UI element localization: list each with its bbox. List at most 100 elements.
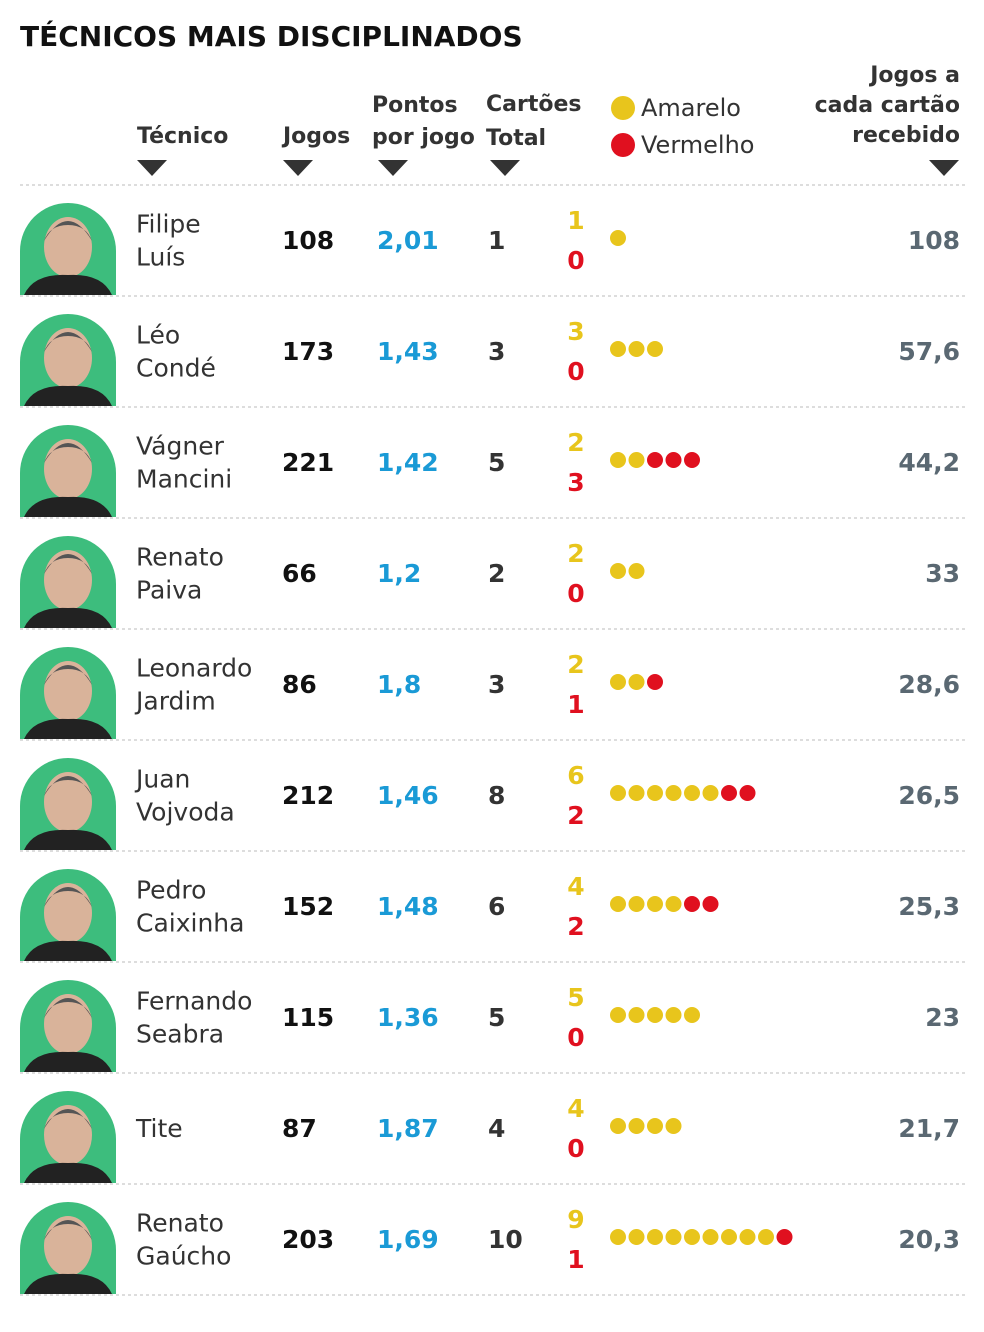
yellow-dot xyxy=(665,1229,682,1245)
points-per-game: 1,69 xyxy=(377,1225,439,1254)
games: 86 xyxy=(282,670,317,699)
games: 108 xyxy=(282,226,334,255)
points-per-game: 1,42 xyxy=(377,448,439,477)
games-per-card: 26,5 xyxy=(898,781,960,810)
yellow-dot xyxy=(610,1007,626,1023)
header-label: Total xyxy=(486,126,546,151)
games-per-card: 28,6 xyxy=(898,670,960,699)
coach-name: Vágner xyxy=(136,432,225,461)
yellow-dot xyxy=(702,785,719,801)
yellow-dot xyxy=(665,1118,682,1134)
sort-arrow xyxy=(283,160,313,176)
photo-face xyxy=(44,1216,92,1276)
legend-label: Vermelho xyxy=(641,131,754,159)
yellow-dot xyxy=(628,563,645,579)
coach-name: Jardim xyxy=(134,687,216,716)
photo-shirt xyxy=(24,718,112,739)
coach-name: Leonardo xyxy=(136,654,252,683)
red-count: 0 xyxy=(567,579,584,608)
photo-hair xyxy=(44,332,92,352)
photo-shirt xyxy=(24,385,112,406)
points-per-game: 1,48 xyxy=(377,892,439,921)
yellow-count: 6 xyxy=(567,761,584,790)
total-cards: 3 xyxy=(488,337,505,366)
games-per-card: 25,3 xyxy=(898,892,960,921)
coach-name: Juan xyxy=(134,765,190,794)
sort-arrow xyxy=(490,160,520,176)
total-cards: 10 xyxy=(488,1225,523,1254)
photo-shirt xyxy=(24,496,112,517)
yellow-dot xyxy=(610,674,626,690)
red-count: 2 xyxy=(567,912,584,941)
yellow-dot xyxy=(628,896,645,912)
photo-face xyxy=(44,1105,92,1165)
red-dot xyxy=(721,785,737,801)
yellow-dot xyxy=(628,341,645,357)
red-dot xyxy=(647,452,663,468)
yellow-count: 5 xyxy=(567,983,584,1012)
yellow-dot xyxy=(628,452,645,468)
coach-name: Caixinha xyxy=(136,909,244,938)
total-cards: 4 xyxy=(488,1114,505,1143)
photo-shirt xyxy=(24,829,112,850)
red-count: 0 xyxy=(567,1023,584,1052)
points-per-game: 2,01 xyxy=(377,226,439,255)
yellow-dot xyxy=(665,1007,682,1023)
header-label: recebido xyxy=(852,123,960,148)
points-per-game: 1,36 xyxy=(377,1003,439,1032)
coach-name: Condé xyxy=(136,354,216,383)
photo-shirt xyxy=(24,1273,112,1294)
yellow-dot xyxy=(610,1229,626,1245)
header-label: Cartões xyxy=(486,92,582,117)
games: 115 xyxy=(282,1003,334,1032)
yellow-dot xyxy=(628,1118,645,1134)
games-per-card: 44,2 xyxy=(898,448,960,477)
yellow-dot xyxy=(610,452,626,468)
total-cards: 1 xyxy=(488,226,505,255)
yellow-count: 4 xyxy=(567,872,584,901)
yellow-dot xyxy=(739,1229,756,1245)
games: 212 xyxy=(282,781,334,810)
games-per-card: 33 xyxy=(925,559,960,588)
yellow-dot xyxy=(610,341,626,357)
legend-swatch xyxy=(611,133,635,157)
photo-shirt xyxy=(24,940,112,961)
red-dot xyxy=(665,452,682,468)
total-cards: 3 xyxy=(488,670,505,699)
yellow-dot xyxy=(647,896,663,912)
photo-hair xyxy=(44,1220,92,1240)
photo-face xyxy=(44,994,92,1054)
yellow-dot xyxy=(647,1118,663,1134)
coach-name: Pedro xyxy=(136,876,206,905)
yellow-count: 2 xyxy=(567,650,584,679)
yellow-dot xyxy=(610,563,626,579)
yellow-dot xyxy=(647,1007,663,1023)
coach-name: Mancini xyxy=(136,465,232,494)
yellow-count: 3 xyxy=(567,317,584,346)
header-label: Pontos xyxy=(372,93,458,118)
red-dot xyxy=(739,785,756,801)
yellow-count: 2 xyxy=(567,539,584,568)
photo-hair xyxy=(44,665,92,685)
photo-shirt xyxy=(24,274,112,295)
total-cards: 5 xyxy=(488,1003,505,1032)
photo-hair xyxy=(44,998,92,1018)
yellow-count: 2 xyxy=(567,428,584,457)
games-per-card: 108 xyxy=(908,226,960,255)
red-count: 0 xyxy=(567,246,584,275)
games: 66 xyxy=(282,559,317,588)
yellow-dot xyxy=(665,896,682,912)
photo-shirt xyxy=(24,1051,112,1072)
games: 173 xyxy=(282,337,334,366)
photo-face xyxy=(44,550,92,610)
legend-label: Amarelo xyxy=(641,94,741,122)
yellow-dot xyxy=(684,1007,700,1023)
red-count: 2 xyxy=(567,801,584,830)
points-per-game: 1,46 xyxy=(377,781,439,810)
coach-name: Seabra xyxy=(136,1020,224,1049)
yellow-dot xyxy=(721,1229,737,1245)
photo-hair xyxy=(44,443,92,463)
photo-hair xyxy=(44,554,92,574)
red-dot xyxy=(647,674,663,690)
